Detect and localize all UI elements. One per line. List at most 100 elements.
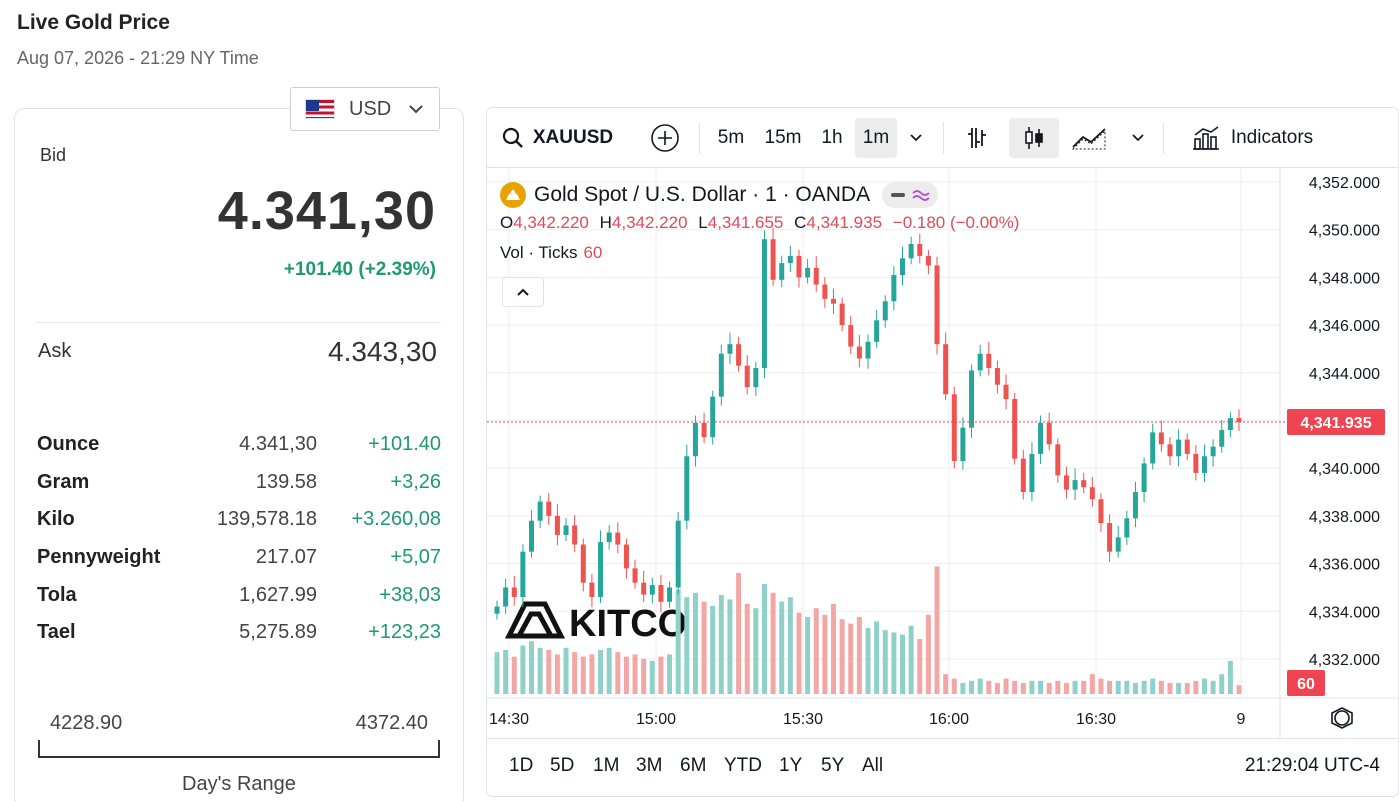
volume-bar: [494, 652, 500, 694]
interval-5m[interactable]: 5m: [717, 127, 745, 148]
chevron-down-icon: [1132, 134, 1144, 142]
unit-name: Kilo: [37, 508, 75, 531]
range-5d-button[interactable]: 5D: [550, 755, 575, 776]
y-tick-label: 4,346.000: [1309, 318, 1380, 335]
bar-style-button[interactable]: [957, 118, 997, 158]
candle-body: [554, 515, 560, 535]
candle-body: [537, 501, 543, 521]
interval-15m[interactable]: 15m: [764, 127, 802, 148]
volume-bar: [830, 603, 836, 694]
volume-bar: [641, 658, 647, 694]
candles-icon: [1025, 127, 1043, 149]
volume-bar: [951, 678, 957, 694]
unit-name: Tael: [37, 621, 76, 644]
legend-high-label: H: [599, 213, 612, 232]
search-icon: [502, 127, 523, 148]
interval-1m[interactable]: 1m: [855, 118, 897, 158]
candle-body: [511, 587, 517, 597]
currency-select[interactable]: USD: [290, 87, 440, 131]
legend-toggle-pill[interactable]: [882, 182, 939, 208]
legend-volume-label: Vol · Ticks: [500, 243, 578, 262]
candle-body: [1132, 492, 1138, 519]
candle-body: [606, 532, 612, 543]
volume-bar: [1124, 680, 1130, 694]
volume-bar: [511, 656, 517, 694]
unit-price: 4.341,30: [239, 433, 317, 456]
bid-change: +101.40 (+2.39%): [283, 259, 436, 280]
symbol-search-button[interactable]: XAUUSD: [499, 118, 615, 158]
range-3m-button[interactable]: 3M: [636, 755, 663, 776]
range-6m-button[interactable]: 6M: [680, 755, 707, 776]
candle-body: [1081, 480, 1087, 488]
volume-bar: [520, 645, 526, 694]
unit-name: Gram: [37, 470, 90, 493]
approx-icon: [912, 190, 930, 201]
volume-bar: [1219, 674, 1225, 694]
legend-volume: Vol · Ticks 60: [500, 243, 1019, 263]
candle-body: [1003, 384, 1009, 400]
candle-body: [684, 456, 690, 521]
legend-title-row: Gold Spot / U.S. Dollar · 1 · OANDA: [500, 181, 1019, 209]
chart-widget: XAUUSD 5m 15m 1h 1m Indicators 4,: [486, 107, 1399, 797]
volume-bar: [839, 619, 845, 694]
x-tick-label: 9: [1237, 711, 1246, 728]
settings-icon[interactable]: [1334, 710, 1350, 726]
chart-clock[interactable]: 21:29:04 UTC-4: [1244, 755, 1380, 776]
legend-low-label: L: [698, 213, 708, 232]
candle-body: [848, 325, 854, 347]
legend-close-value: 4,341.935: [806, 213, 883, 232]
volume-bar: [1029, 680, 1035, 694]
legend-close-label: C: [794, 213, 807, 232]
legend-open-label: O: [500, 213, 514, 232]
volume-bar: [925, 614, 931, 694]
volume-bar: [1046, 683, 1052, 694]
volume-bar: [1089, 674, 1095, 694]
volume-bar: [554, 654, 560, 694]
volume-bar: [787, 597, 793, 694]
volume-bar: [1184, 683, 1190, 694]
x-tick-label: 14:30: [489, 711, 529, 728]
range-1d-button[interactable]: 1D: [509, 755, 534, 776]
toolbar-divider: [699, 122, 700, 154]
collapse-legend-button[interactable]: [502, 277, 544, 307]
y-tick-label: 4,348.000: [1309, 270, 1380, 287]
candle-body: [779, 263, 785, 280]
chart-type-dropdown[interactable]: [1123, 118, 1153, 158]
indicators-button[interactable]: Indicators: [1177, 118, 1327, 158]
candle-body: [675, 520, 681, 588]
y-tick-label: 4,332.000: [1309, 652, 1380, 669]
candles-style-button[interactable]: [1009, 118, 1059, 158]
day-range-high: 4372.40: [355, 712, 428, 734]
unit-change: +101.40: [368, 433, 441, 456]
area-style-button[interactable]: [1067, 118, 1113, 158]
candle-body: [761, 239, 767, 369]
candle-body: [977, 353, 983, 371]
compare-symbol-button[interactable]: [645, 118, 685, 158]
candle-body: [839, 303, 845, 326]
interval-dropdown[interactable]: [901, 118, 931, 158]
candle-body: [874, 320, 880, 342]
volume-bar: [1201, 678, 1207, 694]
volume-bar: [701, 601, 707, 694]
range-1m-button[interactable]: 1M: [593, 755, 620, 776]
candle-body: [1055, 444, 1061, 476]
volume-bar: [986, 680, 992, 694]
last-price-tag: [1287, 409, 1385, 436]
candle-body: [744, 365, 750, 388]
candle-body: [891, 275, 897, 302]
volume-bar: [1150, 678, 1156, 694]
volume-bar: [994, 683, 1000, 694]
chart-toolbar: XAUUSD 5m 15m 1h 1m Indicators: [487, 108, 1398, 168]
candle-body: [822, 284, 828, 299]
range-1y-button[interactable]: 1Y: [779, 755, 803, 776]
range-all-button[interactable]: All: [862, 755, 884, 776]
candle-body: [753, 368, 759, 388]
candle-body: [598, 542, 604, 597]
range-5y-button[interactable]: 5Y: [821, 755, 845, 776]
interval-1h[interactable]: 1h: [821, 127, 843, 148]
candle-body: [615, 532, 621, 545]
day-range-low: 4228.90: [50, 712, 123, 734]
range-ytd-button[interactable]: YTD: [724, 755, 762, 776]
price-chart[interactable]: 4,352.000 4,350.000 4,348.000 4,346.000 4,34…: [487, 168, 1399, 738]
volume-bar: [1132, 683, 1138, 694]
